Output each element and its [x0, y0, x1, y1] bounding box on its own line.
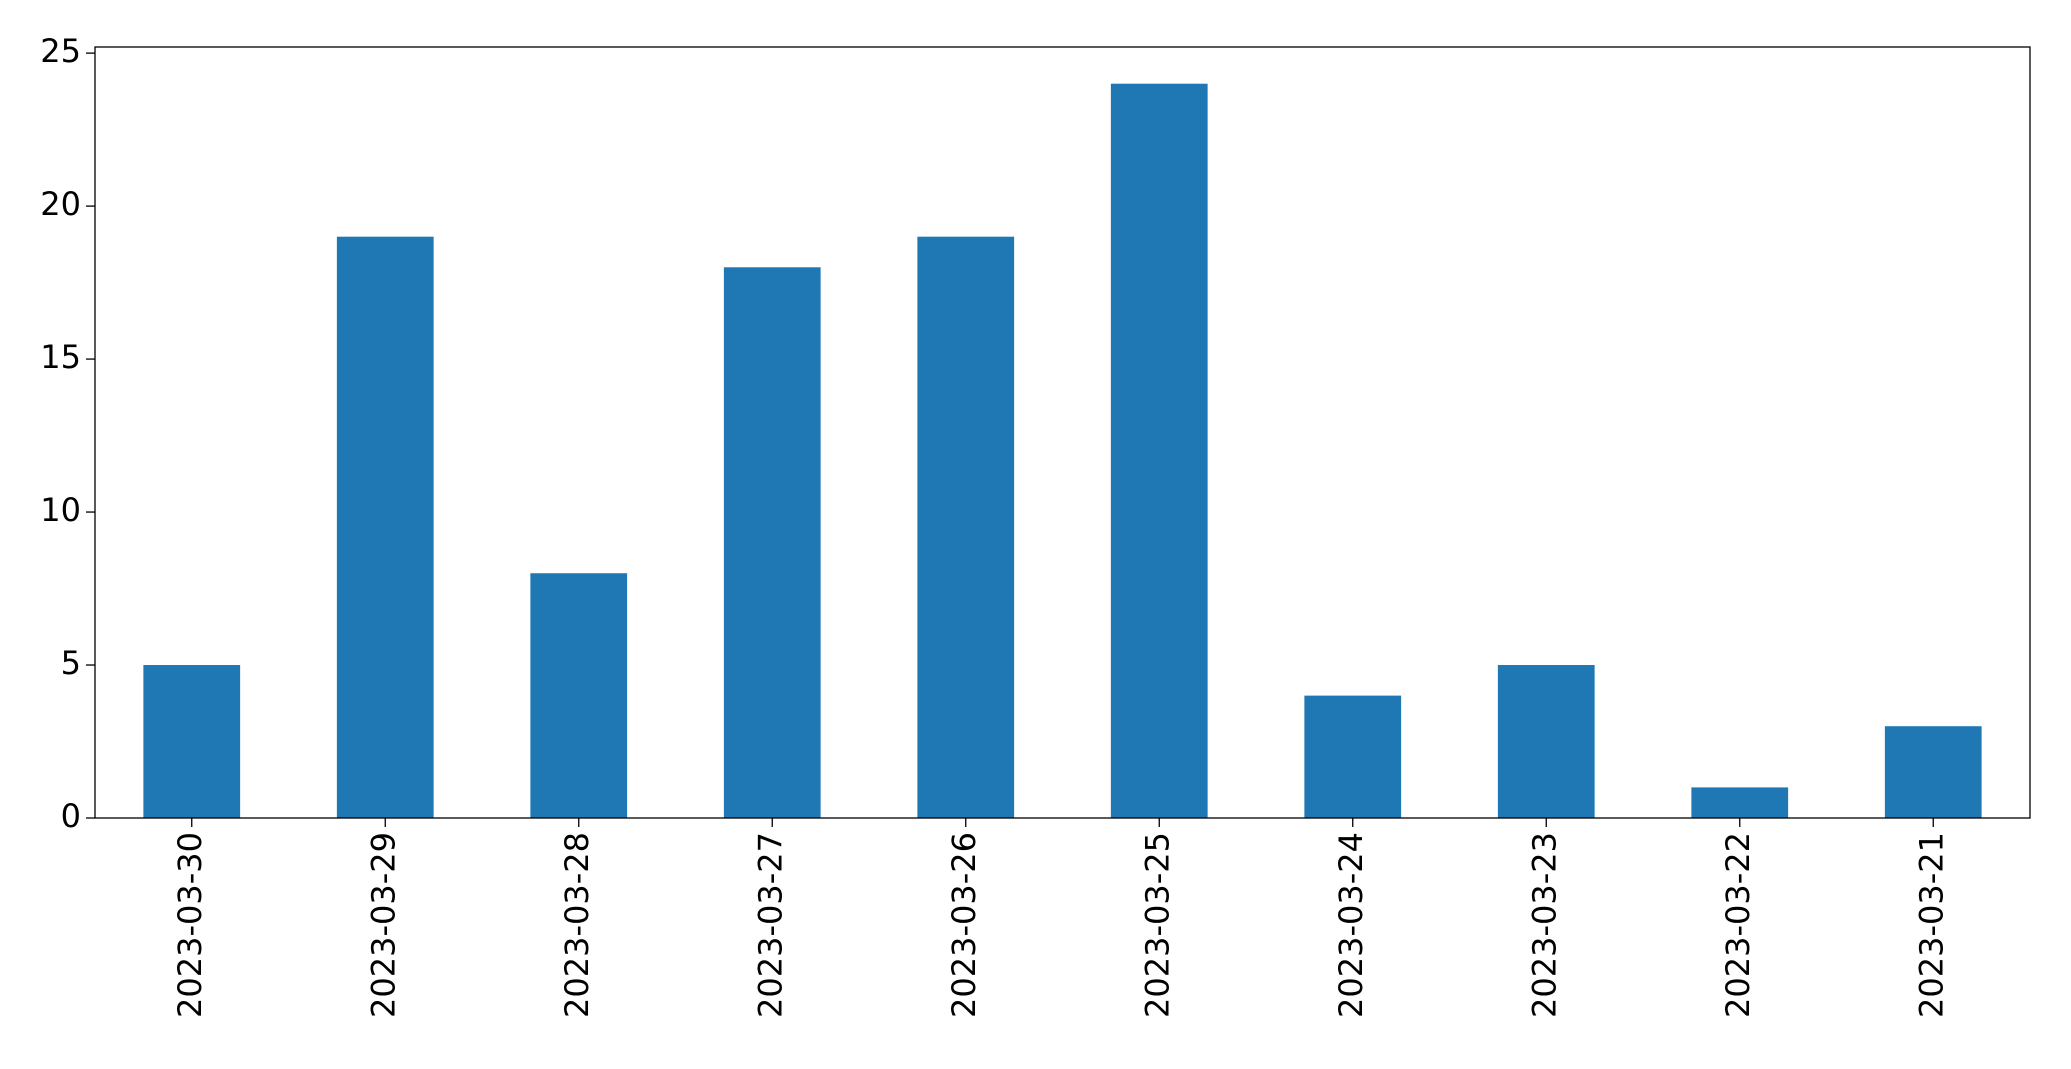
- y-tick-label: 10: [40, 491, 81, 529]
- x-tick-label: 2023-03-29: [364, 832, 402, 1018]
- bar: [530, 573, 628, 818]
- y-tick-label: 0: [61, 797, 81, 835]
- x-tick-label: 2023-03-30: [171, 832, 209, 1018]
- x-tick-label: 2023-03-21: [1912, 832, 1950, 1018]
- bar: [917, 236, 1015, 818]
- x-tick-label: 2023-03-22: [1719, 832, 1757, 1018]
- bar: [1691, 787, 1789, 818]
- y-tick-label: 15: [40, 338, 81, 376]
- bar: [336, 236, 434, 818]
- x-tick-label: 2023-03-28: [558, 832, 596, 1018]
- bar: [1304, 695, 1402, 818]
- y-tick-label: 25: [40, 32, 81, 70]
- x-tick-label: 2023-03-26: [945, 832, 983, 1018]
- bar: [723, 267, 821, 818]
- x-tick-label: 2023-03-23: [1525, 832, 1563, 1018]
- plot-frame: [94, 46, 2031, 819]
- bar: [1884, 726, 1982, 818]
- y-tick-label: 20: [40, 185, 81, 223]
- x-tick-label: 2023-03-24: [1332, 832, 1370, 1018]
- bar: [143, 665, 241, 818]
- x-tick-label: 2023-03-27: [751, 832, 789, 1018]
- x-tick-label: 2023-03-25: [1138, 832, 1176, 1018]
- y-tick-label: 5: [61, 644, 81, 682]
- bar: [1497, 665, 1595, 818]
- bar: [1110, 83, 1208, 818]
